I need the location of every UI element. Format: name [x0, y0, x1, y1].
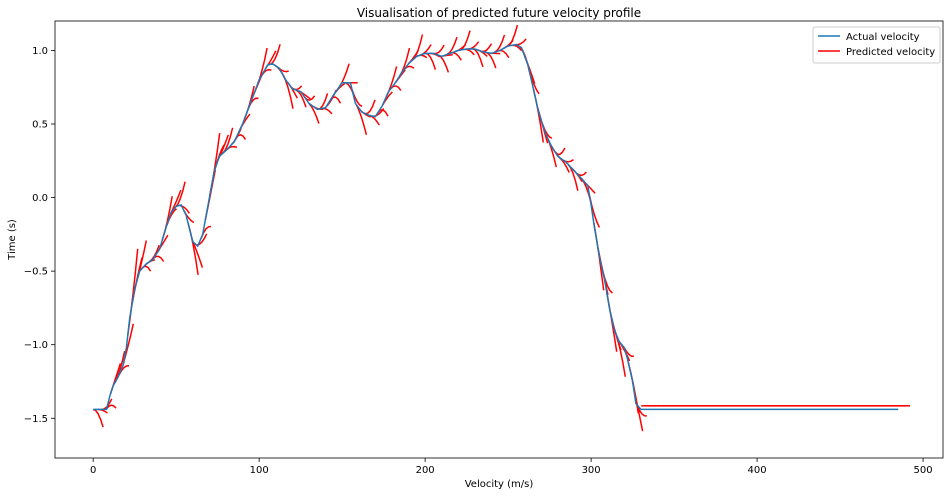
legend-box — [812, 26, 941, 64]
predicted-segment — [105, 404, 117, 410]
x-tick-label: 200 — [416, 465, 435, 476]
legend: Actual velocity Predicted velocity — [812, 26, 941, 64]
x-tick-label: 0 — [90, 465, 96, 476]
x-axis-label: Velocity (m/s) — [465, 479, 534, 490]
x-tick-label: 400 — [748, 465, 767, 476]
y-tick-label: 1.0 — [32, 46, 48, 57]
x-tick-label: 500 — [914, 465, 933, 476]
y-tick-label: 0.0 — [32, 193, 48, 204]
y-axis-ticks: −1.5 −1.0 −0.5 0.0 0.5 1.0 — [24, 46, 55, 425]
predicted-segment — [355, 104, 368, 135]
predicted-segment — [191, 240, 204, 268]
plot-area — [54, 20, 944, 459]
y-tick-label: −1.5 — [24, 414, 48, 425]
legend-label-actual: Actual velocity — [846, 32, 920, 43]
actual-velocity-series — [93, 43, 899, 411]
predicted-segment — [636, 404, 647, 417]
y-tick-label: −0.5 — [24, 267, 48, 278]
y-tick-label: −1.0 — [24, 340, 48, 351]
x-tick-label: 300 — [582, 465, 601, 476]
actual-velocity-line — [93, 43, 899, 411]
x-tick-label: 100 — [250, 465, 269, 476]
chart-title: Visualisation of predicted future veloci… — [357, 6, 641, 20]
x-axis-ticks: 0 100 200 300 400 500 — [90, 458, 933, 476]
predicted-segment — [365, 99, 376, 115]
y-tick-label: 0.5 — [32, 119, 48, 130]
y-axis-label: Time (s) — [7, 219, 18, 261]
legend-label-predicted: Predicted velocity — [846, 47, 935, 58]
